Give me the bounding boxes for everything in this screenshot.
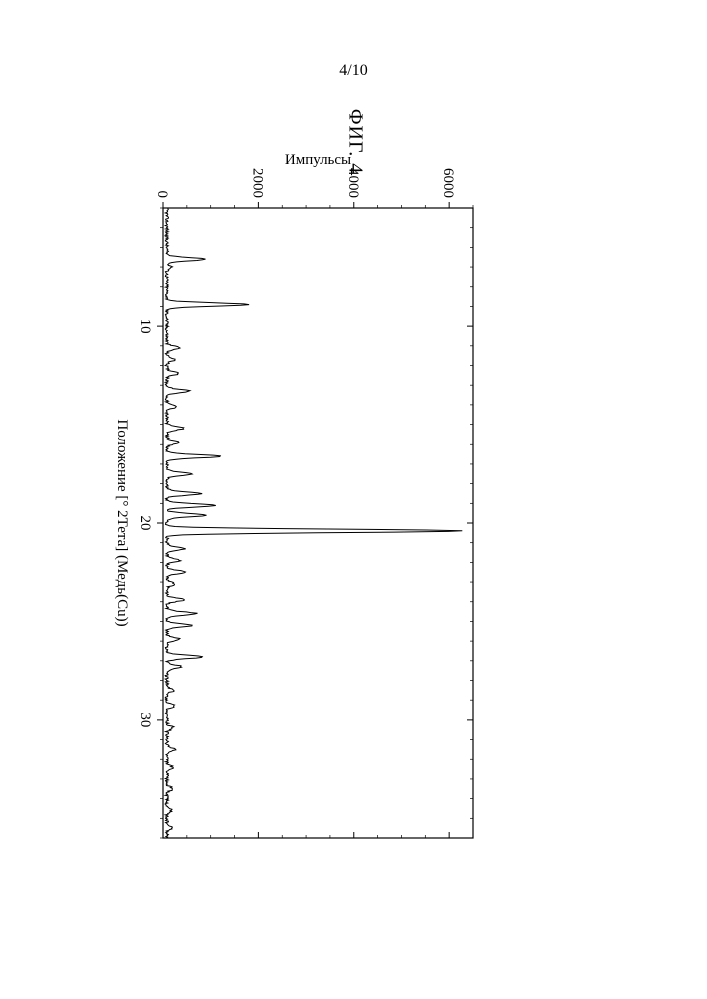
page-number: 4/10 [0, 62, 707, 80]
svg-text:6000: 6000 [440, 168, 456, 198]
svg-text:30: 30 [137, 712, 153, 727]
svg-text:Импульсы: Импульсы [285, 152, 351, 168]
figure-title: ФИГ. 4 [344, 109, 367, 175]
xrd-chart: 10 20 30 Положение [° 2Тета] (Медь(Cu)) 0 200… [105, 150, 481, 846]
svg-text:20: 20 [137, 516, 153, 531]
figure-container: ФИГ. 4 102030Положение [° 2Тета] (Медь(C… [105, 150, 605, 870]
svg-text:2000: 2000 [249, 168, 265, 198]
svg-text:10: 10 [137, 319, 153, 334]
svg-text:Положение [° 2Тета] (Медь(Cu)): Положение [° 2Тета] (Медь(Cu)) [114, 419, 130, 626]
svg-text:0: 0 [154, 191, 170, 199]
